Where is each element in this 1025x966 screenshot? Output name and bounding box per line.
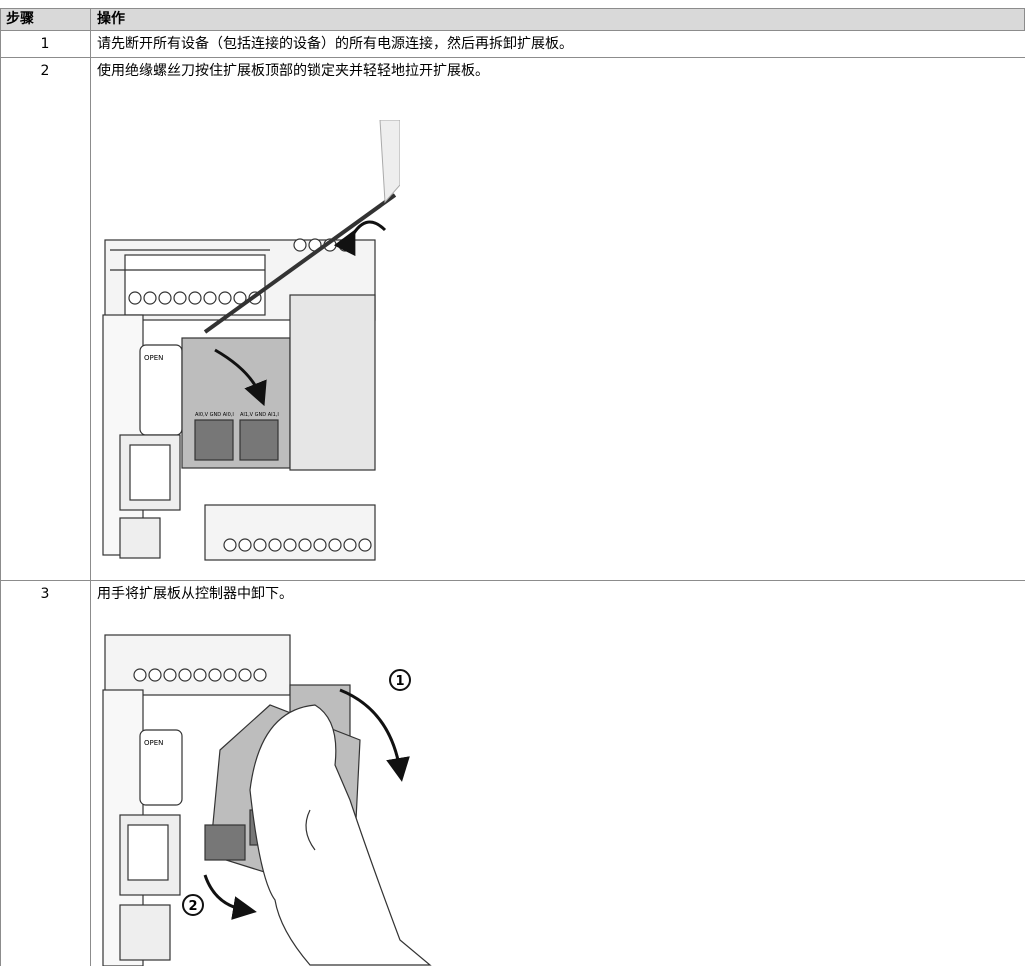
drawing-part <box>119 517 161 559</box>
step-number: 3 <box>40 586 50 602</box>
drawing-part <box>253 668 267 682</box>
drawing-part <box>239 419 279 461</box>
drawing-part <box>293 238 307 252</box>
drawing-part <box>223 538 237 552</box>
drawing-part <box>102 238 376 561</box>
drawing-part <box>102 634 432 966</box>
border <box>0 57 1025 58</box>
drawing-part <box>204 824 246 861</box>
drawing-part <box>129 444 171 501</box>
header-cell: 步骤 <box>6 11 34 27</box>
border <box>0 30 1025 31</box>
border <box>0 8 1 966</box>
step-number: 2 <box>40 63 50 79</box>
drawing-part <box>204 504 376 561</box>
drawing-part <box>328 538 342 552</box>
drawing-part <box>208 668 222 682</box>
drawing-part <box>253 538 267 552</box>
step-text: 使用绝缘螺丝刀按住扩展板顶部的锁定夹并轻轻地拉开扩展板。 <box>97 63 489 79</box>
drawing-part <box>193 668 207 682</box>
drawing-part <box>233 291 247 305</box>
drawing-part <box>173 291 187 305</box>
drawing-part <box>338 238 352 252</box>
step-text: 请先断开所有设备（包括连接的设备）的所有电源连接，然后再拆卸扩展板。 <box>97 36 573 52</box>
drawing-part <box>128 291 142 305</box>
drawing-part <box>283 538 297 552</box>
label: OPEN <box>144 739 163 747</box>
drawing-part <box>249 704 432 966</box>
step-number: 1 <box>40 36 50 52</box>
drawing-part <box>119 904 171 961</box>
callout-number: 2 <box>188 899 197 914</box>
border <box>0 8 1025 9</box>
illustration-step2: OPEN AI0,V GND AI0,I AI1,V GND AI1,I <box>102 120 400 561</box>
drawing-part <box>298 538 312 552</box>
drawing-part <box>223 538 372 552</box>
drawing-part <box>223 668 237 682</box>
header-cell: 操作 <box>97 11 125 27</box>
drawing-part <box>194 419 234 461</box>
drawing-part <box>163 668 177 682</box>
drawing-part <box>158 291 172 305</box>
drawing-part <box>339 688 410 782</box>
drawing-part <box>203 193 397 334</box>
label: AI0,V GND AI0,I <box>195 412 234 418</box>
drawing-part <box>389 669 411 691</box>
drawing-part <box>110 249 270 271</box>
drawing-part <box>305 809 316 851</box>
drawing-part <box>313 538 327 552</box>
drawing-part <box>143 291 157 305</box>
drawing-part <box>182 894 204 916</box>
callout-number: 1 <box>395 674 404 689</box>
drawing-part <box>343 538 357 552</box>
drawing-part <box>133 668 267 682</box>
drawing-part <box>139 729 183 806</box>
drawing-part <box>214 348 267 407</box>
border <box>90 8 91 966</box>
illustration-step3: 1 2 OPEN <box>102 634 432 966</box>
drawing-part <box>238 538 252 552</box>
drawing-part <box>358 538 372 552</box>
drawing-part <box>379 120 400 204</box>
label: AI1,V GND AI1,I <box>240 412 279 418</box>
header-bg <box>0 8 1025 30</box>
drawing-part <box>203 291 217 305</box>
drawing-part <box>104 634 291 696</box>
border <box>0 580 1025 581</box>
drawing-part <box>238 668 252 682</box>
drawing-part <box>333 220 387 257</box>
drawing-part <box>203 874 257 920</box>
drawing-part <box>289 294 376 471</box>
drawing-part <box>127 824 169 881</box>
step-text: 用手将扩展板从控制器中卸下。 <box>97 586 293 602</box>
drawing-part <box>268 538 282 552</box>
drawing-part <box>133 668 147 682</box>
drawing-part <box>218 291 232 305</box>
drawing-part <box>188 291 202 305</box>
drawing-part <box>178 668 192 682</box>
label: OPEN <box>144 354 163 362</box>
drawing-part <box>148 668 162 682</box>
